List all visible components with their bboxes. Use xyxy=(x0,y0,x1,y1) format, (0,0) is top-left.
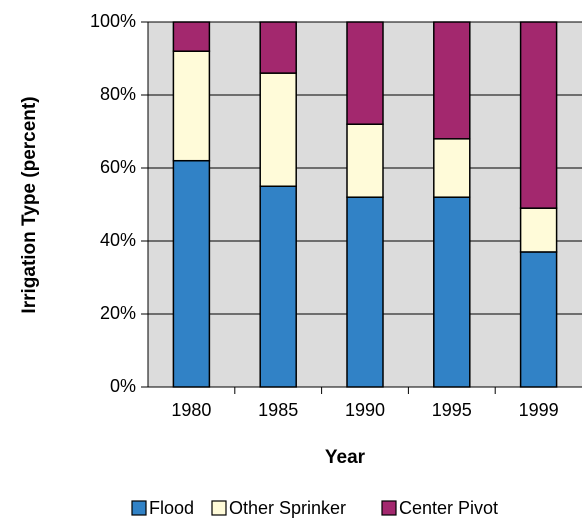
bar-segment xyxy=(172,50,211,162)
y-tick-label: 0% xyxy=(110,376,136,396)
y-tick-label: 40% xyxy=(100,230,136,250)
bar-segment xyxy=(259,72,297,187)
bar-segment xyxy=(519,21,558,209)
legend-label: Flood xyxy=(149,498,194,518)
legend-label: Other Sprinker xyxy=(229,498,346,518)
x-tick-label: 1990 xyxy=(345,400,385,420)
y-axis-title: Irrigation Type (percent) xyxy=(19,96,40,313)
y-tick-label: 60% xyxy=(100,157,136,177)
bar-segment xyxy=(433,21,471,140)
x-axis-title: Year xyxy=(325,447,366,468)
bar-segment xyxy=(259,185,297,388)
bar-segment xyxy=(433,138,471,198)
bar-segment xyxy=(259,21,297,74)
legend-swatch xyxy=(211,500,227,516)
x-tick-label: 1980 xyxy=(171,400,211,420)
x-tick-label: 1999 xyxy=(519,400,559,420)
x-tick-label: 1985 xyxy=(258,400,298,420)
x-tick-label: 1995 xyxy=(432,400,472,420)
legend-swatch xyxy=(131,500,147,516)
y-tick-label: 80% xyxy=(100,84,136,104)
legend-label: Center Pivot xyxy=(399,498,498,518)
bar-segment xyxy=(519,251,558,388)
y-tick-label: 100% xyxy=(90,11,136,31)
bar-segment xyxy=(346,196,384,388)
bar-segment xyxy=(433,196,471,388)
bar-segment xyxy=(172,159,211,388)
bar-segment xyxy=(346,123,384,198)
bar-segment xyxy=(519,207,558,253)
legend-swatch xyxy=(381,500,397,516)
y-tick-label: 20% xyxy=(100,303,136,323)
bar-segment xyxy=(172,21,211,52)
bar-segment xyxy=(346,21,384,125)
